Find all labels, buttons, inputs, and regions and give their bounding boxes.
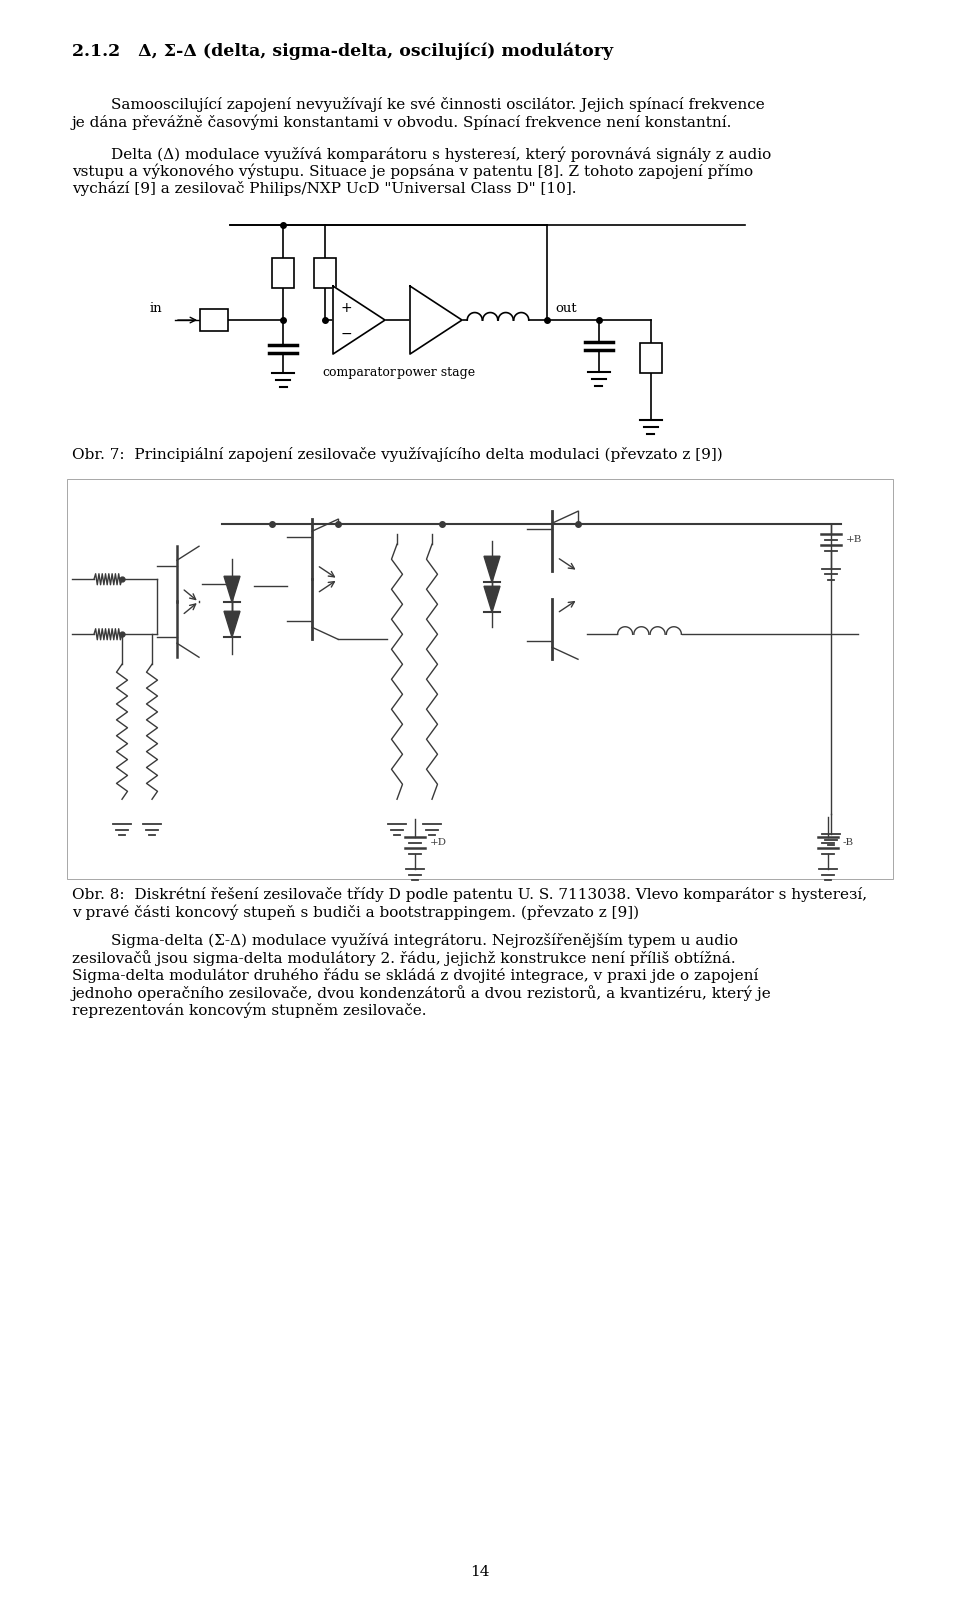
Text: Samooscilující zapojení nevyužívají ke své činnosti oscilátor. Jejich spínací fr: Samooscilující zapojení nevyužívají ke s… xyxy=(72,97,765,111)
Text: 2.1.2   Δ, Σ-Δ (delta, sigma-delta, oscilující) modulátory: 2.1.2 Δ, Σ-Δ (delta, sigma-delta, oscilu… xyxy=(72,42,613,60)
Text: Sigma-delta modulátor druhého řádu se skládá z dvojité integrace, v praxi jde o : Sigma-delta modulátor druhého řádu se sk… xyxy=(72,968,758,983)
Text: comparator: comparator xyxy=(322,366,396,379)
Text: Delta (Δ) modulace využívá komparátoru s hysterезí, který porovnává signály z au: Delta (Δ) modulace využívá komparátoru s… xyxy=(72,145,771,161)
Text: +: + xyxy=(341,302,352,315)
Text: Sigma-delta (Σ-Δ) modulace využívá integrátoru. Nejrozšířenějším typem u audio: Sigma-delta (Σ-Δ) modulace využívá integ… xyxy=(72,933,738,947)
Text: 14: 14 xyxy=(470,1566,490,1578)
Text: −: − xyxy=(341,328,352,341)
Polygon shape xyxy=(224,576,240,602)
Bar xyxy=(67,479,893,880)
Text: +B: +B xyxy=(846,536,862,544)
Text: v pravé části koncový stupeň s budiči a bootstrappingem. (převzato z [9]): v pravé části koncový stupeň s budiči a … xyxy=(72,905,639,920)
Text: je dána převážně časovými konstantami v obvodu. Spínací frekvence není konstantn: je dána převážně časovými konstantami v … xyxy=(72,115,732,131)
Text: vychází [9] a zesilovač Philips/NXP UcD "Universal Class D" [10].: vychází [9] a zesilovač Philips/NXP UcD … xyxy=(72,181,577,195)
Polygon shape xyxy=(224,612,240,638)
Text: Obr. 7:  Principiální zapojení zesilovače využívajícího delta modulaci (převzato: Obr. 7: Principiální zapojení zesilovače… xyxy=(72,447,723,462)
Text: vstupu a výkonového výstupu. Situace je popsána v patentu [8]. Z tohoto zapojení: vstupu a výkonového výstupu. Situace je … xyxy=(72,163,754,179)
Text: reprezentován koncovým stupněm zesilovače.: reprezentován koncovým stupněm zesilovač… xyxy=(72,1002,426,1018)
Polygon shape xyxy=(484,557,500,583)
Polygon shape xyxy=(484,586,500,612)
Text: Obr. 8:  Diskrétní řešení zesilovače třídy D podle patentu U. S. 7113038. Vlevo : Obr. 8: Diskrétní řešení zesilovače tříd… xyxy=(72,888,867,902)
Polygon shape xyxy=(333,286,385,353)
Text: +D: +D xyxy=(430,838,447,847)
Bar xyxy=(200,308,228,331)
Bar xyxy=(314,258,336,287)
Bar xyxy=(272,258,294,287)
Bar xyxy=(640,344,662,373)
Polygon shape xyxy=(410,286,462,353)
Text: in: in xyxy=(150,302,162,315)
Text: -B: -B xyxy=(843,838,854,847)
Text: zesilovačů jsou sigma-delta modulátory 2. řádu, jejichž konstrukce není příliš o: zesilovačů jsou sigma-delta modulátory 2… xyxy=(72,951,735,967)
Text: power stage: power stage xyxy=(396,366,475,379)
Text: out: out xyxy=(555,302,577,315)
Text: jednoho operačního zesilovače, dvou kondenzátorů a dvou rezistorů, a kvantizéru,: jednoho operačního zesilovače, dvou kond… xyxy=(72,985,772,1001)
